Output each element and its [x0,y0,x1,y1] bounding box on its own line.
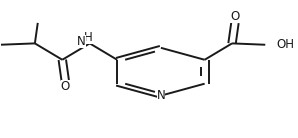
Text: OH: OH [277,38,295,51]
Text: N: N [156,89,165,102]
Text: N: N [77,35,86,48]
Text: O: O [230,10,240,23]
Text: O: O [60,80,70,93]
Text: H: H [84,31,93,44]
